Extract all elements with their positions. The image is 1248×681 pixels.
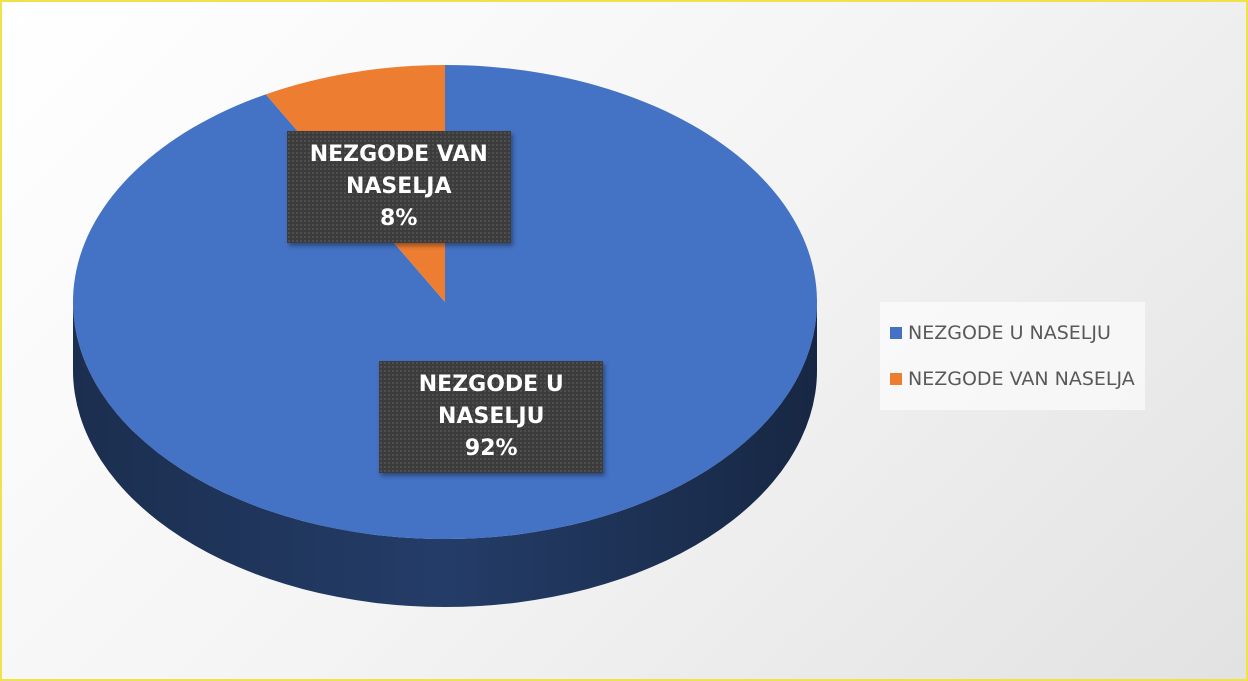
legend-label: NEZGODE VAN NASELJA bbox=[908, 368, 1135, 390]
data-label-category: NEZGODE VAN NASELJA bbox=[309, 142, 488, 200]
legend-swatch bbox=[890, 327, 902, 339]
data-label: NEZGODE U NASELJU 92% bbox=[379, 360, 604, 473]
legend: NEZGODE U NASELJU NEZGODE VAN NASELJA bbox=[880, 302, 1145, 410]
slice-side-shade bbox=[73, 302, 817, 607]
data-label-value: 8% bbox=[380, 206, 418, 232]
data-label-value: 92% bbox=[464, 435, 518, 461]
legend-item: NEZGODE U NASELJU bbox=[890, 310, 1135, 356]
data-label-category: NEZGODE U NASELJU bbox=[418, 371, 564, 429]
legend-label: NEZGODE U NASELJU bbox=[908, 322, 1111, 344]
data-label: NEZGODE VAN NASELJA 8% bbox=[286, 131, 511, 244]
legend-swatch bbox=[890, 373, 902, 385]
legend-item: NEZGODE VAN NASELJA bbox=[890, 356, 1135, 402]
